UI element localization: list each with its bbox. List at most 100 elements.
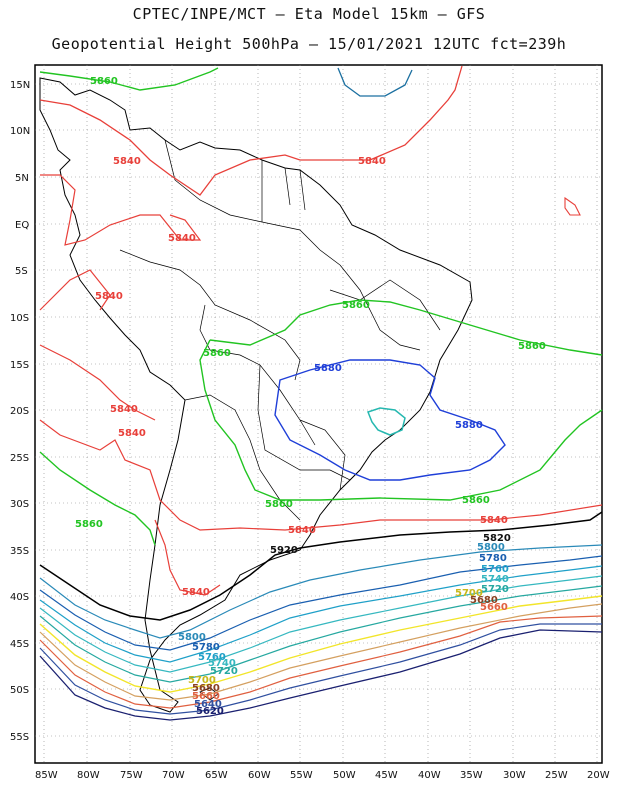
lon-label-25w: 25W xyxy=(545,770,568,781)
lon-gridlines xyxy=(43,65,598,763)
country-borders xyxy=(119,139,441,521)
lon-label-35w: 35W xyxy=(460,770,483,781)
contour-5840-andes-s xyxy=(39,419,603,531)
lat-label-15s: 15S xyxy=(10,360,29,371)
lon-label-65w: 65W xyxy=(205,770,228,781)
contour-5620 xyxy=(39,629,603,721)
lon-label-75w: 75W xyxy=(120,770,143,781)
lat-label-10s: 10S xyxy=(10,313,29,324)
lon-label-55w: 55W xyxy=(290,770,313,781)
contour-5740 xyxy=(39,575,603,673)
lon-label-85w: 85W xyxy=(35,770,58,781)
south-america-coastline xyxy=(39,77,473,713)
contour-5840-andes-n xyxy=(40,174,202,246)
lat-label-5n: 5N xyxy=(15,173,29,184)
lon-axis-labels: 85W 80W 75W 70W 65W 60W 55W 50W 45W 40W … xyxy=(35,770,610,781)
lon-label-30w: 30W xyxy=(503,770,526,781)
lat-label-35s: 35S xyxy=(10,546,29,557)
label-5860-north: 5860 xyxy=(90,76,118,87)
label-5800-west: 5800 xyxy=(178,632,206,643)
contour-5800 xyxy=(39,544,603,639)
label-5780-west: 5780 xyxy=(192,642,220,653)
label-5720-west: 5720 xyxy=(210,666,238,677)
label-5880-west: 5880 xyxy=(314,363,342,374)
contour-5720 xyxy=(39,585,603,683)
label-5840-coast: 5840 xyxy=(110,404,138,415)
label-5860-south-atlantic: 5860 xyxy=(462,495,490,506)
lat-label-eq: EQ xyxy=(15,220,29,231)
contour-5840-west xyxy=(39,269,111,311)
contour-5700 xyxy=(39,595,603,693)
label-5740-east: 5740 xyxy=(481,574,509,585)
map-title-model: CPTEC/INPE/MCT – Eta Model 15km – GFS xyxy=(132,5,486,23)
label-5760-west: 5760 xyxy=(198,652,226,663)
lat-label-15n: 15N xyxy=(10,80,30,91)
label-5840-argentina: 5840 xyxy=(288,525,316,536)
lat-label-30s: 30S xyxy=(10,499,29,510)
map-frame xyxy=(34,64,603,764)
contour-5660 xyxy=(39,615,603,709)
label-5700-west: 5700 xyxy=(188,675,216,686)
label-5800-east: 5800 xyxy=(477,542,505,553)
contour-5760 xyxy=(39,565,603,663)
label-5880-east: 5880 xyxy=(455,420,483,431)
lat-label-25s: 25S xyxy=(10,453,29,464)
lon-label-40w: 40W xyxy=(418,770,441,781)
label-5860-atlantic: 5860 xyxy=(518,341,546,352)
lat-label-5s: 5S xyxy=(15,266,28,277)
contour-5840-coast xyxy=(39,344,156,421)
contour-5780 xyxy=(39,555,603,651)
contour-5840-patagonia xyxy=(154,519,221,596)
contour-5920 xyxy=(39,511,603,621)
label-5840-atlantic: 5840 xyxy=(480,515,508,526)
lon-label-80w: 80W xyxy=(77,770,100,781)
map-title-field: Geopotential Height 500hPa – 15/01/2021 … xyxy=(51,35,567,53)
contour-5880-high xyxy=(274,359,506,481)
label-5920: 5920 xyxy=(270,545,298,556)
label-5860-bolivia: 5860 xyxy=(203,348,231,359)
lon-label-45w: 45W xyxy=(375,770,398,781)
label-5840-andes: 5840 xyxy=(168,233,196,244)
label-5840-northeast: 5840 xyxy=(358,156,386,167)
contour-5880-north-cell xyxy=(337,67,413,97)
contour-5900-cell xyxy=(367,407,406,436)
label-5680-east: 5680 xyxy=(470,595,498,606)
label-5740-west: 5740 xyxy=(208,658,236,669)
lat-label-45s: 45S xyxy=(10,639,29,650)
label-5660-east: 5660 xyxy=(480,602,508,613)
label-5860-brazil: 5860 xyxy=(342,300,370,311)
lon-label-20w: 20W xyxy=(587,770,610,781)
label-5840-north: 5840 xyxy=(113,156,141,167)
contour-labels: 5860 5840 5840 5840 5840 5840 5840 5860 … xyxy=(75,76,546,717)
falkland-islands xyxy=(199,687,219,701)
label-5860-argentina: 5860 xyxy=(265,499,293,510)
lat-label-40s: 40S xyxy=(10,592,29,603)
label-5760-east: 5760 xyxy=(481,564,509,575)
contour-5860-north xyxy=(39,67,219,91)
label-5620-west: 5620 xyxy=(196,706,224,717)
label-5660-west: 5660 xyxy=(192,691,220,702)
label-5640-west: 5640 xyxy=(194,699,222,710)
label-5860-pacific: 5860 xyxy=(75,519,103,530)
label-5840-west: 5840 xyxy=(95,291,123,302)
lat-label-55s: 55S xyxy=(10,732,29,743)
label-5840-patagonia: 5840 xyxy=(182,587,210,598)
lat-axis-labels: 15N 10N 5N EQ 5S 10S 15S 20S 25S 30S 35S… xyxy=(10,80,30,743)
lat-label-50s: 50S xyxy=(10,685,29,696)
contour-5860-central xyxy=(39,451,156,546)
label-5680-west: 5680 xyxy=(192,683,220,694)
label-5720-east: 5720 xyxy=(481,584,509,595)
label-5780-east: 5780 xyxy=(479,553,507,564)
lon-label-60w: 60W xyxy=(248,770,271,781)
lat-gridlines xyxy=(35,83,602,737)
lat-label-20s: 20S xyxy=(10,406,29,417)
label-5700-east: 5700 xyxy=(455,588,483,599)
label-5820: 5820 xyxy=(483,533,511,544)
lon-label-50w: 50W xyxy=(333,770,356,781)
lon-label-70w: 70W xyxy=(162,770,185,781)
contour-5860-upper xyxy=(209,299,603,356)
lat-label-10n: 10N xyxy=(10,126,30,137)
contour-5840-north xyxy=(39,65,463,196)
contour-5640 xyxy=(39,623,602,715)
